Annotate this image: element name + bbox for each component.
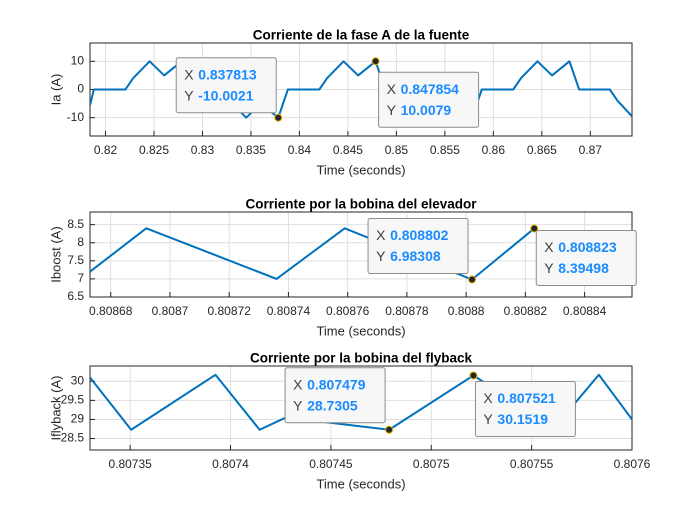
subplot: 0.80868 0.8087 0.80872 0.80874 0.80876 0.8087… xyxy=(48,197,637,338)
x-tick-label: 0.855 xyxy=(430,143,460,157)
datatip-x-value: 0.808802 xyxy=(390,227,449,243)
x-tick-label: 0.835 xyxy=(236,143,266,157)
datatip-box xyxy=(175,57,277,114)
x-tick-label: 0.80882 xyxy=(504,304,548,318)
y-tick-label: 6.5 xyxy=(67,289,84,303)
y-tick-label: 0 xyxy=(77,82,84,96)
datatip-box xyxy=(378,71,480,128)
x-tick-label: 0.80745 xyxy=(309,457,353,471)
datatip-y-value: -10.0021 xyxy=(198,87,253,103)
y-axis-label: Iflyback (A) xyxy=(48,375,63,440)
datatip-x-key: X xyxy=(376,227,386,243)
x-tick-label: 0.825 xyxy=(139,143,169,157)
datatip-y-key: Y xyxy=(293,397,303,413)
x-tick-label: 0.80735 xyxy=(108,457,152,471)
y-axis-label: Iboost (A) xyxy=(48,226,63,282)
datatip-x-key: X xyxy=(387,81,397,97)
subplot: 0.82 0.825 0.83 0.835 0.84 0.845 0.85 0.855 0.86… xyxy=(48,28,633,177)
datatip-y-value: 8.39498 xyxy=(558,260,609,276)
datatip-y-key: Y xyxy=(184,87,194,103)
y-tick-label: -10 xyxy=(67,110,85,124)
subplot-title: Corriente de la fase A de la fuente xyxy=(253,28,470,43)
datatip-y-value: 28.7305 xyxy=(307,397,358,413)
datatip-marker xyxy=(469,371,478,380)
datatip-x-key: X xyxy=(184,66,194,82)
y-tick-label: 7.5 xyxy=(67,253,84,267)
axes-box xyxy=(89,365,633,451)
datatip-y-key: Y xyxy=(387,102,397,118)
datatip-y-key: Y xyxy=(483,411,493,427)
y-tick-label: 8.5 xyxy=(67,217,84,231)
x-tick-label: 0.8088 xyxy=(448,304,485,318)
datatip-marker xyxy=(468,275,477,284)
datatip-x-key: X xyxy=(483,390,493,406)
datatip-x-value: 0.808823 xyxy=(558,239,617,255)
y-tick-label: 7 xyxy=(77,271,84,285)
x-tick-label: 0.865 xyxy=(527,143,557,157)
x-tick-label: 0.82 xyxy=(94,143,118,157)
axes-box xyxy=(89,42,633,137)
data-line xyxy=(90,373,632,431)
datatip-y-key: Y xyxy=(544,260,554,276)
x-tick-label: 0.85 xyxy=(385,143,409,157)
datatip-box xyxy=(284,367,386,424)
x-tick-label: 0.80878 xyxy=(385,304,429,318)
x-tick-label: 0.80872 xyxy=(208,304,252,318)
x-tick-label: 0.80874 xyxy=(267,304,311,318)
datatip-y-value: 6.98308 xyxy=(390,248,441,264)
y-tick-label: 30 xyxy=(71,373,85,387)
y-axis-label: Ia (A) xyxy=(48,74,63,106)
subplot-title: Corriente por la bobina del flyback xyxy=(250,351,473,366)
x-tick-label: 0.8074 xyxy=(212,457,249,471)
x-axis-label: Time (seconds) xyxy=(316,162,405,177)
x-tick-label: 0.80868 xyxy=(89,304,133,318)
x-tick-label: 0.80876 xyxy=(326,304,370,318)
datatip-y-value: 10.0079 xyxy=(401,102,452,118)
datatip-box xyxy=(367,218,469,275)
y-tick-label: 29 xyxy=(71,412,85,426)
x-tick-label: 0.80755 xyxy=(510,457,554,471)
x-tick-label: 0.87 xyxy=(579,143,603,157)
datatip-marker xyxy=(530,224,539,233)
y-tick-label: 10 xyxy=(71,53,85,67)
datatip-x-value: 0.807521 xyxy=(497,390,556,406)
datatip-x-value: 0.807479 xyxy=(307,376,366,392)
x-tick-label: 0.86 xyxy=(482,143,506,157)
datatip-x-key: X xyxy=(293,376,303,392)
datatip-y-value: 30.1519 xyxy=(497,411,548,427)
x-tick-label: 0.8075 xyxy=(413,457,450,471)
x-tick-label: 0.83 xyxy=(191,143,215,157)
datatip-marker xyxy=(274,113,283,122)
datatip-y-key: Y xyxy=(376,248,386,264)
datatip-box xyxy=(474,380,576,437)
x-axis-label: Time (seconds) xyxy=(316,476,405,491)
y-tick-label: 29.5 xyxy=(61,393,85,407)
data-line xyxy=(90,227,535,281)
x-tick-label: 0.84 xyxy=(288,143,312,157)
x-tick-label: 0.8087 xyxy=(152,304,189,318)
datatip-x-value: 0.847854 xyxy=(401,81,460,97)
x-tick-label: 0.8076 xyxy=(614,457,651,471)
subplot-title: Corriente por la bobina del elevador xyxy=(245,197,477,212)
datatip-marker xyxy=(385,425,394,434)
datatip-x-value: 0.837813 xyxy=(198,66,257,82)
subplot: 0.80735 0.8074 0.80745 0.8075 0.80755 0.8076 2… xyxy=(48,351,650,492)
x-tick-label: 0.80884 xyxy=(563,304,607,318)
y-tick-label: 28.5 xyxy=(61,431,85,445)
datatip-x-key: X xyxy=(544,239,554,255)
x-tick-label: 0.845 xyxy=(333,143,363,157)
y-tick-label: 8 xyxy=(77,235,84,249)
datatip-marker xyxy=(371,57,380,66)
x-axis-label: Time (seconds) xyxy=(316,323,405,338)
datatip-box xyxy=(535,229,637,286)
